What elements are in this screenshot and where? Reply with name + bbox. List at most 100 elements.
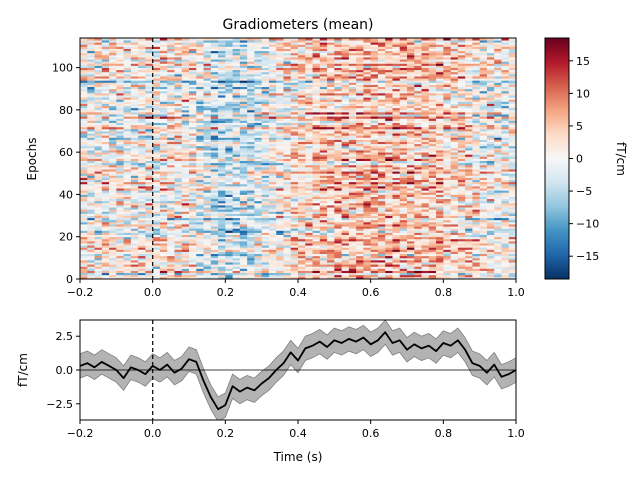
heatmap-cell: [443, 109, 451, 113]
heatmap-cell: [486, 154, 495, 157]
heatmap-cell: [268, 162, 277, 166]
heatmap-cell: [363, 257, 372, 261]
heatmap-cell: [109, 202, 117, 206]
heatmap-cell: [363, 181, 372, 185]
heatmap-cell: [443, 213, 451, 216]
heatmap-cell: [174, 181, 183, 185]
heatmap-cell: [152, 139, 161, 142]
heatmap-cell: [414, 177, 422, 181]
heatmap-cell: [232, 190, 241, 193]
heatmap-cell: [392, 162, 401, 166]
heatmap-cell: [305, 192, 313, 195]
heatmap-cell: [189, 143, 197, 147]
heatmap-cell: [414, 234, 422, 238]
heatmap-cell: [254, 251, 263, 255]
heatmap-cell: [334, 137, 342, 140]
heatmap-cell: [356, 276, 364, 280]
heatmap-cell: [254, 255, 263, 259]
heatmap-cell: [501, 213, 510, 216]
heatmap-cell: [392, 211, 401, 214]
heatmap-cell: [327, 109, 335, 113]
heatmap-cell: [218, 249, 226, 252]
heatmap-cell: [225, 143, 233, 147]
heatmap-cell: [116, 154, 124, 157]
heatmap-cell: [370, 240, 379, 244]
heatmap-cell: [327, 211, 335, 214]
heatmap-cell: [363, 147, 372, 151]
heatmap-cell: [392, 240, 401, 244]
heatmap-cell: [123, 120, 132, 123]
heatmap-cell: [356, 177, 364, 181]
heatmap-cell: [130, 228, 139, 231]
heatmap-cell: [501, 183, 510, 187]
heatmap-cell: [203, 192, 212, 195]
heatmap-cell: [298, 147, 306, 151]
heatmap-cell: [239, 105, 248, 109]
heatmap-cell: [232, 228, 241, 231]
heatmap-cell: [407, 226, 415, 229]
heatmap-cell: [225, 162, 233, 166]
heatmap-cell: [159, 192, 168, 195]
heatmap-cell: [174, 162, 183, 166]
heatmap-cell: [138, 257, 146, 261]
heatmap-cell: [392, 224, 401, 227]
heatmap-cell: [145, 274, 154, 278]
heatmap-cell: [283, 259, 292, 263]
heatmap-cell: [290, 259, 299, 263]
heatmap-cell: [101, 173, 110, 176]
heatmap-cell: [399, 202, 408, 206]
heatmap-cell: [232, 262, 241, 265]
heatmap-cell: [319, 116, 328, 119]
heatmap-cell: [283, 268, 292, 271]
heatmap-cell: [80, 179, 88, 183]
heatmap-cell: [341, 177, 350, 181]
heatmap-cell: [116, 166, 124, 170]
heatmap-cell: [145, 232, 154, 235]
heatmap-cell: [370, 156, 379, 159]
heatmap-cell: [87, 166, 95, 170]
heatmap-cell: [465, 221, 473, 225]
heatmap-cell: [130, 274, 139, 278]
heatmap-cell: [268, 188, 277, 191]
heatmap-cell: [494, 257, 502, 261]
heatmap-cell: [268, 219, 277, 223]
heatmap-cell: [276, 109, 284, 113]
heatmap-cell: [450, 196, 459, 200]
heatmap-cell: [80, 183, 88, 187]
heatmap-cell: [436, 103, 444, 107]
heatmap-cell: [167, 228, 175, 231]
heatmap-cell: [407, 137, 415, 140]
heatmap-cell: [494, 255, 502, 259]
heatmap-cell: [181, 240, 190, 244]
heatmap-cell: [363, 198, 372, 202]
heatmap-cell: [385, 200, 393, 204]
heatmap-cell: [421, 143, 430, 147]
heatmap-cell: [421, 224, 430, 227]
heatmap-cell: [159, 266, 168, 269]
heatmap-cell: [123, 109, 132, 113]
heatmap-cell: [356, 251, 364, 255]
heatmap-cell: [443, 179, 451, 183]
heatmap-cell: [247, 245, 255, 248]
heatmap-cell: [268, 152, 277, 155]
heatmap-cell: [414, 131, 422, 134]
heatmap-cell: [196, 185, 204, 189]
heatmap-cell: [174, 245, 183, 248]
heatmap-cell: [312, 116, 321, 119]
heatmap-cell: [145, 116, 154, 119]
heatmap-cell: [80, 264, 88, 267]
heatmap-cell: [385, 175, 393, 178]
heatmap-cell: [414, 215, 422, 219]
heatmap-cell: [232, 111, 241, 115]
heatmap-cell: [247, 215, 255, 219]
heatmap-cell: [298, 137, 306, 140]
heatmap-cell: [385, 226, 393, 229]
heatmap-cell: [130, 111, 139, 115]
heatmap-cell: [486, 219, 495, 223]
heatmap-cell: [116, 207, 124, 210]
heatmap-cell: [363, 200, 372, 204]
heatmap-cell: [341, 185, 350, 189]
heatmap-cell: [94, 224, 103, 227]
heatmap-cell: [327, 243, 335, 246]
heatmap-cell: [239, 207, 248, 210]
